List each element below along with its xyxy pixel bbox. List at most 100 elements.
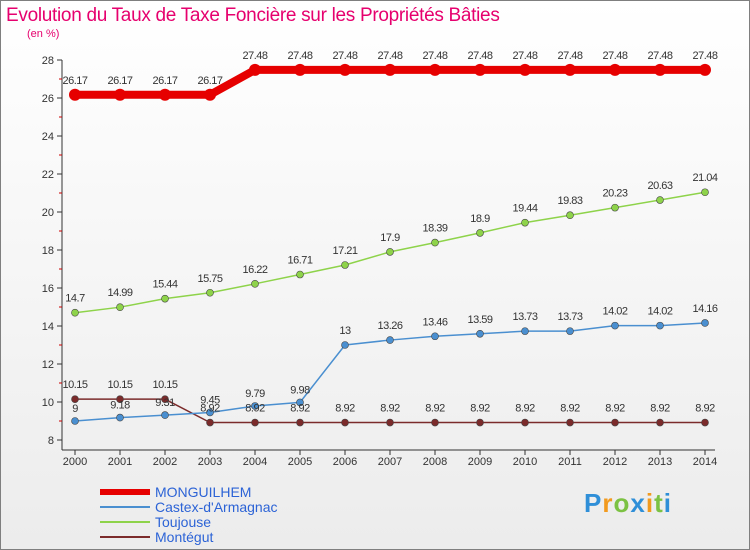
data-point bbox=[251, 402, 259, 410]
data-point bbox=[206, 408, 214, 417]
data-point bbox=[611, 418, 619, 427]
data-label: 26.17 bbox=[152, 75, 177, 87]
data-label: 15.44 bbox=[152, 279, 177, 291]
y-tick-label: 8 bbox=[48, 435, 54, 447]
data-label: 27.48 bbox=[647, 50, 672, 62]
data-label: 13.26 bbox=[377, 320, 402, 332]
chart-title: Evolution du Taux de Taxe Foncière sur l… bbox=[6, 5, 500, 26]
data-label: 8.92 bbox=[425, 403, 445, 415]
data-label: 16.22 bbox=[242, 264, 267, 276]
x-tick-label: 2014 bbox=[693, 456, 717, 468]
x-tick-label: 2012 bbox=[603, 456, 627, 468]
data-label: 19.83 bbox=[557, 195, 582, 207]
y-tick-label: 24 bbox=[42, 131, 54, 143]
y-tick-label: 14 bbox=[42, 321, 54, 333]
data-point bbox=[71, 395, 79, 403]
data-label: 17.9 bbox=[380, 232, 400, 244]
y-tick-label: 12 bbox=[42, 359, 54, 371]
data-label: 10.15 bbox=[62, 379, 87, 391]
data-point bbox=[656, 321, 664, 330]
data-point bbox=[71, 308, 79, 317]
legend-item-toujouse: Toujouse bbox=[100, 514, 360, 530]
y-tick-label: 26 bbox=[42, 93, 54, 105]
legend-label-monguilhem: MONGUILHEM bbox=[155, 484, 252, 500]
data-label: 9.31 bbox=[155, 397, 175, 409]
x-tick-label: 2004 bbox=[243, 456, 267, 468]
data-label: 13.73 bbox=[512, 311, 537, 323]
data-point bbox=[206, 418, 214, 427]
data-label: 20.23 bbox=[602, 188, 627, 200]
data-point bbox=[386, 248, 394, 256]
data-point bbox=[564, 63, 576, 76]
data-label: 8.92 bbox=[380, 403, 400, 415]
data-point bbox=[474, 63, 486, 76]
data-point bbox=[69, 88, 81, 101]
x-tick-label: 2007 bbox=[378, 456, 402, 468]
data-point bbox=[384, 63, 396, 76]
data-label: 26.17 bbox=[107, 75, 132, 87]
legend-item-montegut: Montégut bbox=[100, 529, 360, 545]
data-label: 13 bbox=[339, 325, 351, 337]
data-label: 8.92 bbox=[245, 403, 265, 415]
data-point bbox=[341, 341, 349, 349]
data-label: 27.48 bbox=[332, 50, 357, 62]
data-point bbox=[386, 336, 394, 344]
x-tick-label: 2001 bbox=[108, 456, 132, 468]
data-label: 8.92 bbox=[335, 403, 355, 415]
x-tick-label: 2013 bbox=[648, 456, 672, 468]
data-label: 13.46 bbox=[422, 316, 447, 328]
y-tick-label: 20 bbox=[42, 207, 54, 219]
data-point bbox=[431, 418, 439, 427]
data-label: 8.92 bbox=[695, 403, 715, 415]
data-label: 10.15 bbox=[152, 379, 177, 391]
data-label: 14.99 bbox=[107, 287, 132, 299]
data-point bbox=[701, 319, 709, 327]
data-label: 18.9 bbox=[470, 213, 490, 225]
logo-letter: r bbox=[602, 488, 614, 518]
data-label: 19.44 bbox=[512, 203, 537, 215]
x-tick-label: 2005 bbox=[288, 456, 312, 468]
x-tick-label: 2003 bbox=[198, 456, 222, 468]
data-point bbox=[701, 188, 709, 197]
data-label: 14.02 bbox=[647, 306, 672, 318]
data-label: 9.79 bbox=[245, 388, 265, 400]
data-point bbox=[521, 418, 529, 427]
data-point bbox=[476, 329, 484, 338]
data-label: 8.92 bbox=[560, 403, 580, 415]
data-label: 27.48 bbox=[512, 50, 537, 62]
data-label: 16.71 bbox=[287, 255, 312, 267]
legend-label-montegut: Montégut bbox=[155, 529, 214, 545]
data-point bbox=[701, 418, 709, 427]
data-label: 13.73 bbox=[557, 311, 582, 323]
data-label: 17.21 bbox=[332, 245, 357, 257]
data-point bbox=[159, 88, 171, 101]
legend-item-monguilhem: MONGUILHEM bbox=[100, 484, 360, 500]
legend-label-castex: Castex-d'Armagnac bbox=[155, 499, 278, 515]
data-point bbox=[566, 211, 574, 220]
x-tick-label: 2011 bbox=[558, 456, 582, 468]
data-point bbox=[476, 229, 484, 237]
data-point bbox=[251, 418, 259, 427]
data-label: 27.48 bbox=[287, 50, 312, 62]
data-label: 8.92 bbox=[200, 403, 220, 415]
data-point bbox=[566, 418, 574, 427]
data-label: 8.92 bbox=[470, 403, 490, 415]
legend-label-toujouse: Toujouse bbox=[155, 514, 212, 530]
data-label: 9 bbox=[72, 403, 78, 415]
logo-letter: o bbox=[613, 488, 631, 518]
data-label: 14.16 bbox=[692, 303, 717, 315]
data-point bbox=[296, 418, 304, 427]
data-point bbox=[161, 294, 169, 303]
data-label: 27.48 bbox=[557, 50, 582, 62]
data-label: 13.59 bbox=[467, 314, 492, 326]
x-tick-label: 2009 bbox=[468, 456, 492, 468]
data-point bbox=[341, 261, 349, 269]
data-label: 8.92 bbox=[605, 403, 625, 415]
data-label: 14.7 bbox=[65, 293, 85, 305]
x-tick-label: 2010 bbox=[513, 456, 537, 468]
logo-letter: x bbox=[630, 488, 646, 518]
legend-swatch-monguilhem bbox=[100, 489, 150, 495]
data-point bbox=[116, 395, 124, 403]
data-point bbox=[116, 303, 124, 311]
